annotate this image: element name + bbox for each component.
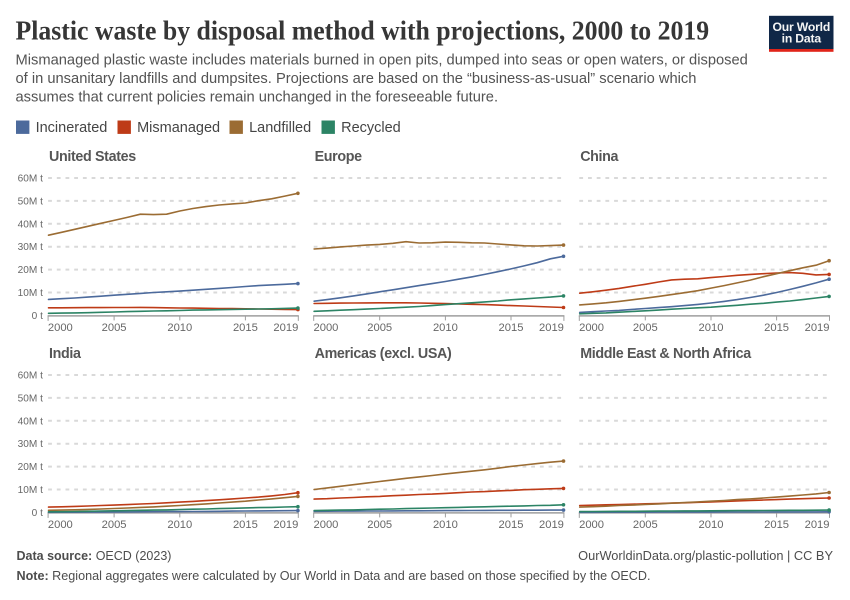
svg-text:2000: 2000 xyxy=(314,322,339,334)
svg-text:Our World: Our World xyxy=(773,20,831,34)
svg-text:10M t: 10M t xyxy=(18,288,43,299)
svg-text:2015: 2015 xyxy=(233,519,258,531)
svg-text:2015: 2015 xyxy=(233,322,258,334)
svg-text:50M t: 50M t xyxy=(18,196,43,207)
svg-text:2019: 2019 xyxy=(273,519,298,531)
svg-text:2019: 2019 xyxy=(539,322,564,334)
svg-text:2000: 2000 xyxy=(314,519,339,531)
svg-text:2019: 2019 xyxy=(539,519,564,531)
svg-text:in Data: in Data xyxy=(782,32,822,46)
svg-text:India: India xyxy=(49,346,82,362)
svg-text:2019: 2019 xyxy=(805,322,830,334)
svg-text:2019: 2019 xyxy=(273,322,298,334)
svg-text:Mismanaged: Mismanaged xyxy=(137,120,220,136)
svg-text:Mismanaged plastic waste inclu: Mismanaged plastic waste includes materi… xyxy=(16,53,748,69)
svg-text:Recycled: Recycled xyxy=(341,120,401,136)
svg-text:2005: 2005 xyxy=(367,322,392,334)
svg-text:2015: 2015 xyxy=(764,519,789,531)
svg-text:Americas (excl. USA): Americas (excl. USA) xyxy=(315,346,452,362)
svg-text:2005: 2005 xyxy=(633,322,658,334)
svg-text:40M t: 40M t xyxy=(18,416,43,427)
svg-text:2019: 2019 xyxy=(805,519,830,531)
svg-text:2000: 2000 xyxy=(579,322,604,334)
svg-text:50M t: 50M t xyxy=(18,393,43,404)
svg-text:30M t: 30M t xyxy=(18,439,43,450)
svg-text:Middle East & North Africa: Middle East & North Africa xyxy=(580,346,752,362)
svg-text:20M t: 20M t xyxy=(18,462,43,473)
svg-text:2000: 2000 xyxy=(579,519,604,531)
svg-text:assumes that current policies: assumes that current policies remain unc… xyxy=(16,90,499,106)
svg-text:Data source: OECD (2023): Data source: OECD (2023) xyxy=(17,549,172,563)
svg-text:0 t: 0 t xyxy=(32,311,43,322)
svg-text:2010: 2010 xyxy=(699,322,724,334)
svg-text:Landfilled: Landfilled xyxy=(249,120,311,136)
svg-text:60M t: 60M t xyxy=(18,371,43,382)
svg-text:2005: 2005 xyxy=(633,519,658,531)
svg-text:Plastic waste by disposal meth: Plastic waste by disposal method with pr… xyxy=(16,15,710,46)
svg-text:2010: 2010 xyxy=(699,519,724,531)
svg-text:Incinerated: Incinerated xyxy=(36,120,108,136)
svg-text:2000: 2000 xyxy=(48,322,73,334)
svg-text:China: China xyxy=(580,149,619,165)
svg-text:0 t: 0 t xyxy=(32,508,43,519)
svg-text:2005: 2005 xyxy=(102,322,127,334)
svg-text:10M t: 10M t xyxy=(18,485,43,496)
svg-text:2010: 2010 xyxy=(433,519,458,531)
svg-text:60M t: 60M t xyxy=(18,174,43,185)
svg-text:OurWorldinData.org/plastic-pol: OurWorldinData.org/plastic-pollution | C… xyxy=(578,548,833,563)
svg-text:2010: 2010 xyxy=(167,322,192,334)
svg-text:2005: 2005 xyxy=(367,519,392,531)
svg-text:2000: 2000 xyxy=(48,519,73,531)
svg-text:of in unsanitary landfills and: of in unsanitary landfills and dumpsites… xyxy=(16,71,697,87)
svg-text:2015: 2015 xyxy=(764,322,789,334)
svg-text:2010: 2010 xyxy=(433,322,458,334)
svg-text:2010: 2010 xyxy=(167,519,192,531)
svg-text:2015: 2015 xyxy=(499,322,524,334)
svg-text:Note: Regional aggregates were: Note: Regional aggregates were calculate… xyxy=(17,569,651,583)
svg-text:20M t: 20M t xyxy=(18,265,43,276)
svg-text:40M t: 40M t xyxy=(18,219,43,230)
svg-text:Europe: Europe xyxy=(315,149,363,165)
svg-text:2015: 2015 xyxy=(499,519,524,531)
svg-text:United States: United States xyxy=(49,149,136,165)
svg-text:2005: 2005 xyxy=(102,519,127,531)
svg-text:30M t: 30M t xyxy=(18,242,43,253)
